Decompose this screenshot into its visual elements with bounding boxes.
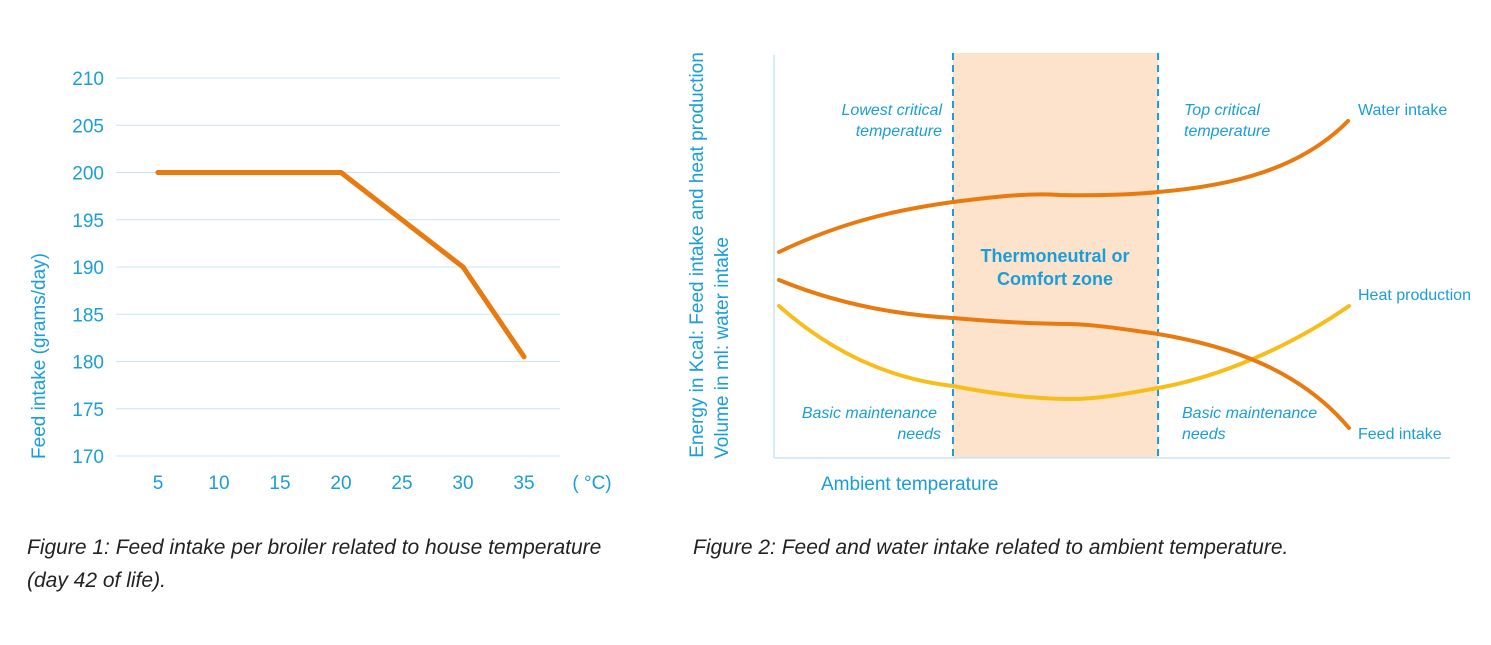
figure-1-caption-line1: Figure 1: Feed intake per broiler relate… xyxy=(27,536,602,559)
water-intake-curve xyxy=(777,119,1350,254)
right-maintenance-label-line1: Basic maintenance xyxy=(1182,405,1317,422)
figure-1-x-tick-label: 25 xyxy=(391,473,412,494)
figure-1-y-ticks: 170 175 180 185 190 195 200 205 210 xyxy=(72,69,104,468)
feed-intake-point xyxy=(521,354,527,360)
figure-1-y-tick-label: 190 xyxy=(72,258,104,279)
figure-1-y-tick-label: 180 xyxy=(72,353,104,374)
figure-1-x-tick-label: 35 xyxy=(513,473,534,494)
heat-production-label: Heat production xyxy=(1358,287,1471,304)
figure-1-chart: 170 175 180 185 190 195 200 205 210 5 10 15 20 25 30 3… xyxy=(29,69,612,494)
figure-1-x-tick-label: 20 xyxy=(330,473,351,494)
upper-critical-label-line1: Top critical xyxy=(1184,102,1260,119)
lower-critical-label-line2: temperature xyxy=(856,123,942,140)
figure-1-x-tick-label: 5 xyxy=(153,473,164,494)
figure-1-x-unit: ( °C) xyxy=(572,473,611,494)
upper-critical-label-line2: temperature xyxy=(1184,123,1270,140)
comfort-zone-label-line2: Comfort zone xyxy=(997,269,1113,289)
right-maintenance-label-line2: needs xyxy=(1182,426,1226,443)
feed-intake-curve xyxy=(777,278,1351,430)
figure-1-gridlines xyxy=(116,77,560,457)
figure-1-y-tick-label: 195 xyxy=(72,211,104,232)
lower-critical-label-line1: Lowest critical xyxy=(842,102,943,119)
figure-1-caption-line2: (day 42 of life). xyxy=(27,569,166,592)
feed-intake-line xyxy=(155,170,527,360)
figure-1-y-tick-label: 200 xyxy=(72,164,104,185)
heat-production-curve xyxy=(777,304,1351,402)
figure-1-y-tick-label: 205 xyxy=(72,116,104,137)
feed-intake-point xyxy=(460,264,466,270)
figure-1-x-ticks: 5 10 15 20 25 30 35 xyxy=(153,473,535,494)
figure-1-caption: Figure 1: Feed intake per broiler relate… xyxy=(27,531,601,597)
figure-2-caption: Figure 2: Feed and water intake related … xyxy=(693,536,1289,559)
figure-1-y-tick-label: 175 xyxy=(72,400,104,421)
figure-1-y-tick-label: 210 xyxy=(72,69,104,90)
figure-1-x-tick-label: 30 xyxy=(452,473,473,494)
figure-1-y-tick-label: 170 xyxy=(72,447,104,468)
feed-intake-point xyxy=(155,170,161,175)
left-maintenance-label-line1: Basic maintenance xyxy=(802,405,937,422)
figure-1-y-tick-label: 185 xyxy=(72,305,104,326)
figure-2-y-axis-title-line2: Volume in ml: water intake xyxy=(712,237,733,459)
figure-2-y-axis-title-line1: Energy in Kcal: Feed intake and heat pro… xyxy=(687,52,708,458)
figure-1-x-tick-label: 10 xyxy=(208,473,229,494)
figure-2-chart: Lowest critical temperature Top critical… xyxy=(687,52,1471,495)
water-intake-label: Water intake xyxy=(1358,102,1447,119)
figure-1-series xyxy=(155,170,527,360)
comfort-zone-label-line1: Thermoneutral or xyxy=(980,246,1129,266)
figure-1-x-tick-label: 15 xyxy=(269,473,290,494)
feed-intake-point xyxy=(338,170,344,175)
left-maintenance-label-line2: needs xyxy=(897,426,941,443)
feed-intake-label: Feed intake xyxy=(1358,426,1442,443)
figure-2-x-axis-title: Ambient temperature xyxy=(821,474,998,495)
figure-1-y-axis-title: Feed intake (grams/day) xyxy=(29,253,50,459)
